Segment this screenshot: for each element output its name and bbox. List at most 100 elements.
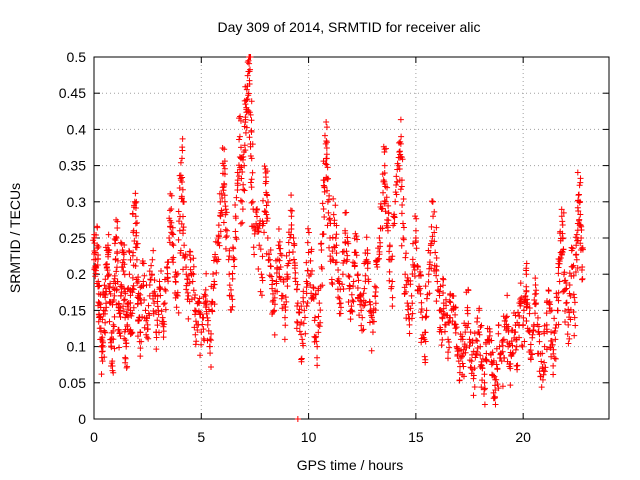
data-point xyxy=(437,326,444,333)
data-point xyxy=(334,277,341,284)
data-point xyxy=(106,318,113,325)
data-point xyxy=(578,235,585,241)
data-point xyxy=(202,286,209,293)
data-point xyxy=(575,192,582,199)
data-point xyxy=(439,314,446,321)
data-point xyxy=(571,299,578,306)
data-point xyxy=(220,219,227,226)
data-point xyxy=(301,314,308,321)
data-point xyxy=(305,225,312,232)
data-point xyxy=(296,328,303,335)
data-point xyxy=(303,303,310,310)
data-point xyxy=(258,292,265,299)
data-point xyxy=(283,252,290,259)
data-point xyxy=(317,240,324,247)
data-point xyxy=(361,285,368,292)
data-point xyxy=(190,255,197,262)
data-point xyxy=(154,293,161,300)
data-point xyxy=(433,224,440,231)
y-axis-label: SRMTID / TECUs xyxy=(7,183,23,293)
data-point xyxy=(523,288,530,295)
data-point xyxy=(535,323,542,330)
data-point xyxy=(94,283,101,290)
data-point xyxy=(344,252,351,259)
data-point xyxy=(93,232,100,239)
data-point xyxy=(552,355,559,362)
data-point xyxy=(222,245,229,252)
data-point xyxy=(166,207,173,214)
data-point xyxy=(290,256,297,263)
data-point xyxy=(111,292,118,299)
data-point xyxy=(516,334,523,341)
x-tick-label: 0 xyxy=(90,429,98,445)
data-point xyxy=(446,298,453,305)
data-point xyxy=(221,165,228,172)
data-point xyxy=(412,227,419,234)
data-point xyxy=(233,194,240,201)
data-point xyxy=(440,305,447,312)
data-point xyxy=(221,171,228,178)
data-point xyxy=(180,227,187,234)
data-point xyxy=(257,246,264,253)
data-point xyxy=(577,240,584,247)
data-point xyxy=(320,182,327,189)
data-point xyxy=(415,263,422,270)
data-point xyxy=(146,292,153,299)
data-point xyxy=(339,281,346,288)
data-point xyxy=(570,309,577,316)
data-point xyxy=(91,250,98,257)
data-point xyxy=(192,331,199,338)
data-point xyxy=(523,260,530,267)
data-point xyxy=(439,275,446,282)
data-point xyxy=(111,345,118,352)
data-point xyxy=(559,218,566,225)
y-tick-label: 0.2 xyxy=(67,266,87,282)
data-point xyxy=(248,176,255,183)
data-point xyxy=(409,240,416,247)
data-point xyxy=(333,250,340,257)
data-point xyxy=(423,313,430,320)
data-point xyxy=(354,272,361,279)
data-point xyxy=(441,328,448,335)
data-point xyxy=(423,295,430,302)
data-point xyxy=(499,348,506,355)
data-point xyxy=(270,290,277,297)
data-point xyxy=(477,323,484,330)
data-point xyxy=(462,349,469,356)
data-point xyxy=(259,277,266,284)
data-point xyxy=(239,168,246,175)
data-point xyxy=(294,300,301,307)
data-point xyxy=(133,244,140,251)
data-point xyxy=(186,248,193,255)
data-point xyxy=(230,245,237,252)
data-point xyxy=(133,256,140,263)
data-point xyxy=(137,329,144,336)
data-point xyxy=(541,368,548,375)
data-point xyxy=(482,341,489,348)
data-point xyxy=(386,243,393,250)
data-point xyxy=(162,287,169,294)
data-point xyxy=(322,160,329,167)
data-point xyxy=(444,355,451,362)
data-point xyxy=(476,329,483,336)
data-point xyxy=(481,371,488,378)
data-point xyxy=(323,124,330,131)
data-point xyxy=(441,321,448,328)
data-point xyxy=(398,133,405,140)
data-point xyxy=(307,282,314,289)
data-point xyxy=(499,342,506,349)
data-point xyxy=(323,137,330,144)
data-point xyxy=(117,313,124,320)
data-point xyxy=(532,310,539,317)
data-point xyxy=(116,330,123,337)
data-point xyxy=(372,300,379,307)
data-point xyxy=(309,294,316,301)
data-point xyxy=(154,303,161,310)
data-point xyxy=(158,308,165,315)
data-point xyxy=(164,275,171,282)
data-point xyxy=(187,266,194,273)
data-point xyxy=(375,255,382,262)
data-point xyxy=(462,329,469,336)
data-point xyxy=(346,273,353,280)
data-point xyxy=(124,301,131,308)
